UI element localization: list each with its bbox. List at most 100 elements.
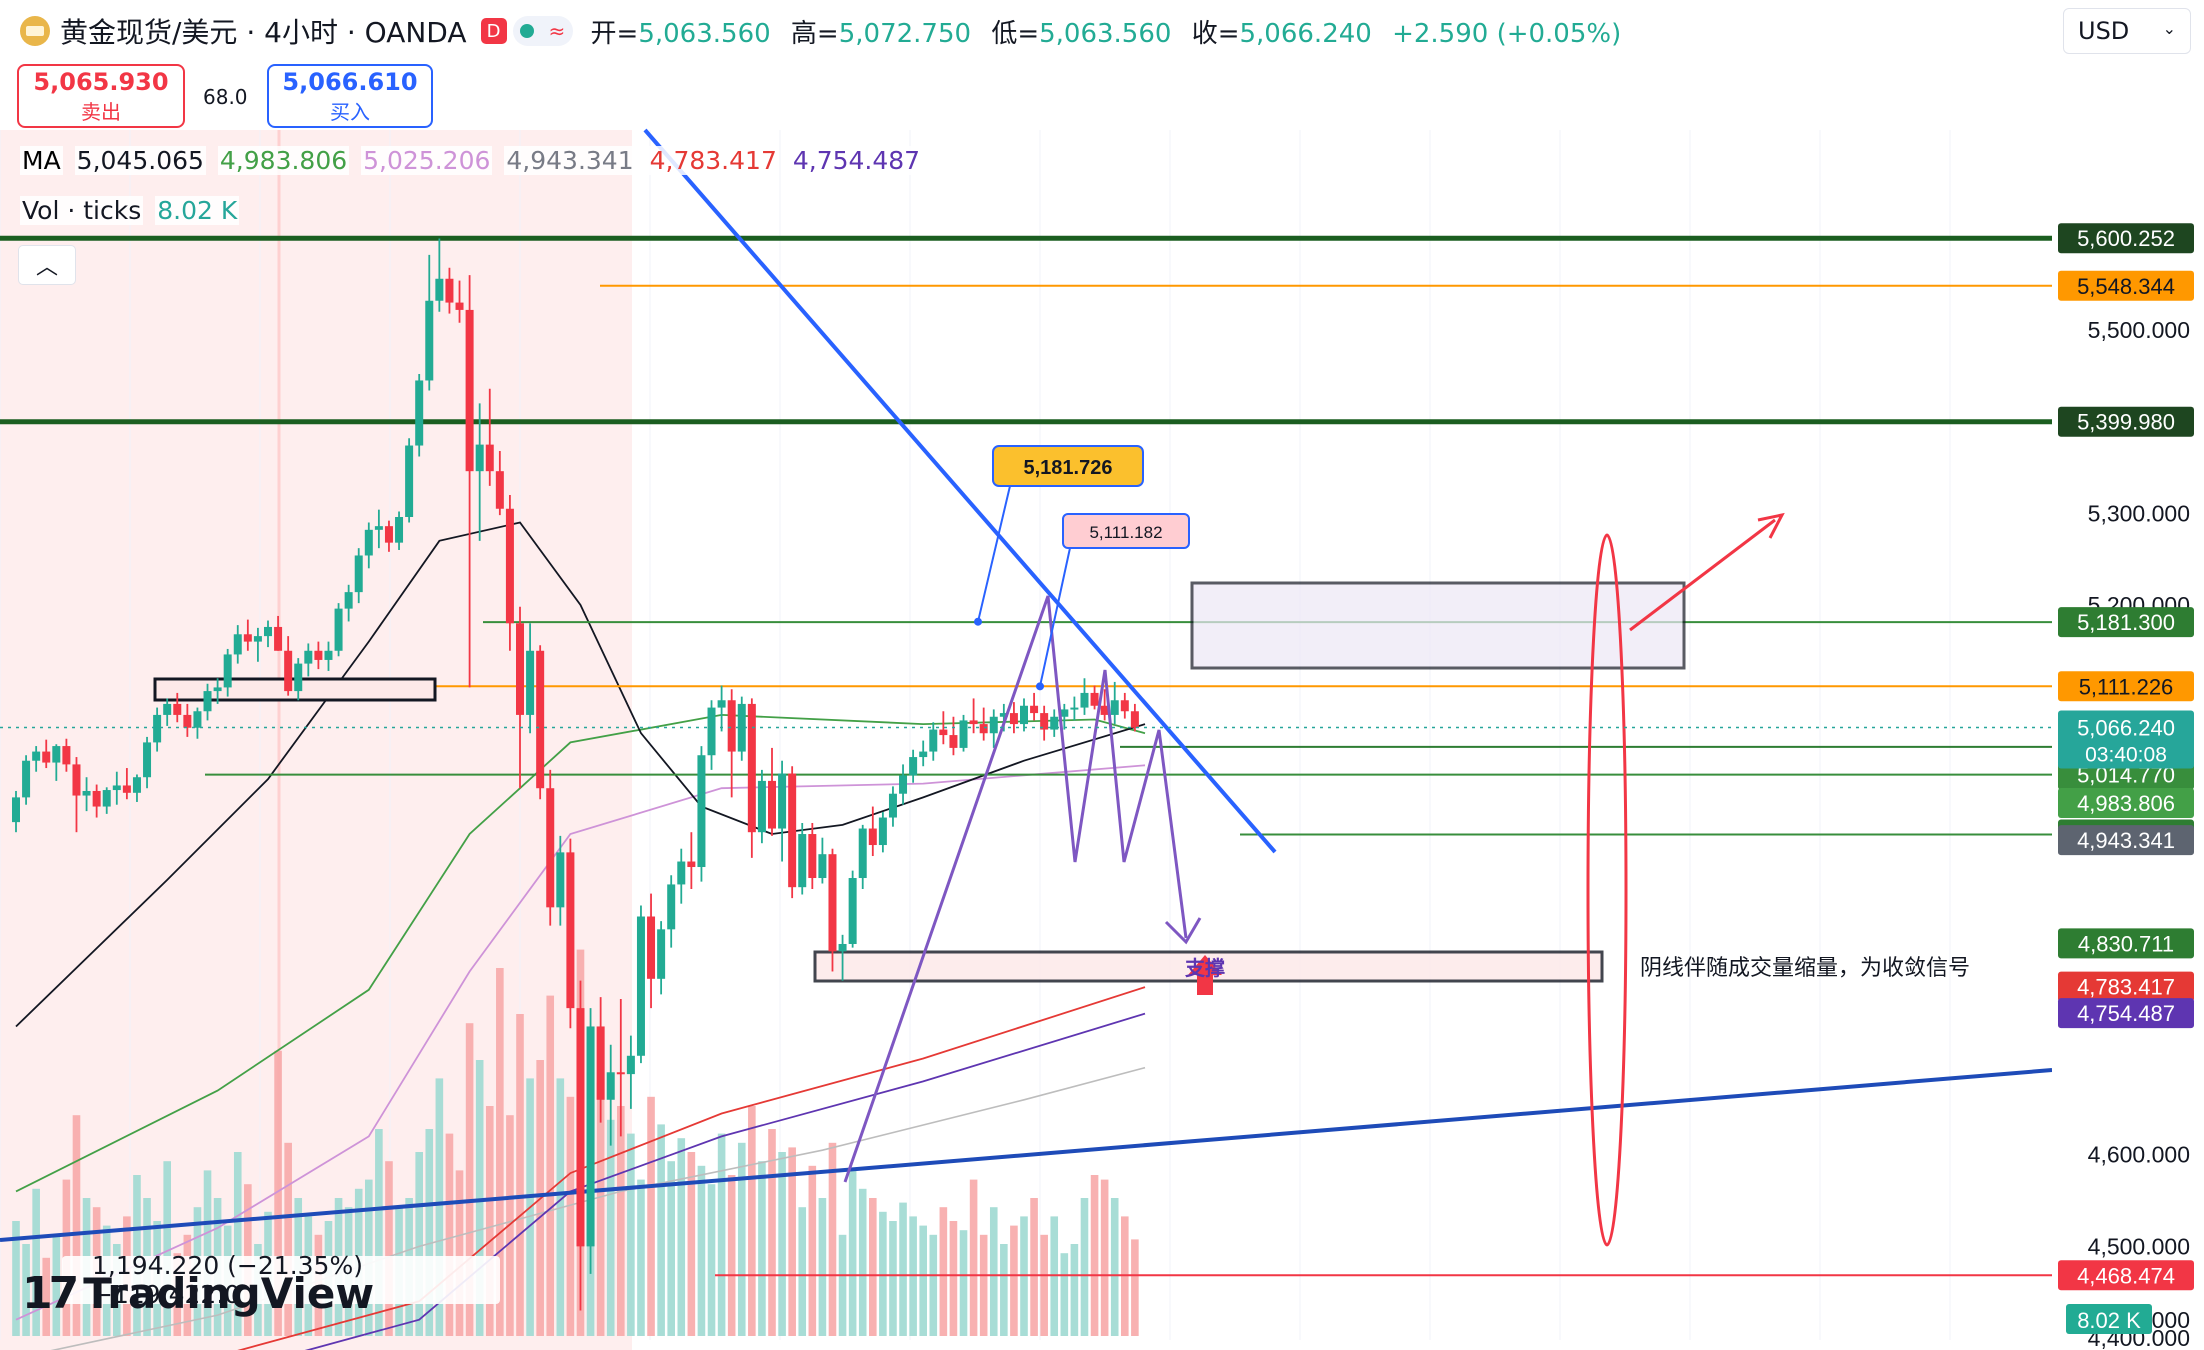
candle-body: [82, 790, 91, 796]
candle-body: [1040, 713, 1049, 730]
candle-body: [405, 445, 414, 517]
volume-bar: [758, 1161, 766, 1336]
buy-label: 买入: [330, 99, 370, 124]
y-tick-label: 5,300.000: [2088, 500, 2190, 526]
candle-body: [1100, 705, 1109, 715]
candle-body: [526, 650, 535, 715]
candle-body: [1080, 692, 1089, 708]
consolidation-box: [1190, 581, 1686, 670]
ma-legend[interactable]: MA 5,045.065 4,983.806 5,025.206 4,943.3…: [20, 146, 923, 175]
candle-body: [636, 916, 645, 1056]
volume-label: Vol · ticks: [20, 196, 144, 225]
candle-body: [1020, 705, 1028, 725]
callout-label: 5,181.726: [1024, 457, 1113, 479]
candle-body: [415, 380, 424, 446]
ma-curve-gray: [50, 1066, 1146, 1350]
volume-bar: [1131, 1239, 1139, 1336]
annotation-note: 阴线伴随成交量缩量，为收敛信号: [1640, 955, 1970, 980]
volume-bar: [385, 1161, 393, 1336]
volume-bar: [233, 1152, 242, 1336]
volume-bar: [1090, 1175, 1099, 1336]
currency-value: USD: [2078, 17, 2130, 45]
callout-box: [992, 445, 1144, 487]
volume-bar: [203, 1170, 212, 1336]
currency-select[interactable]: USD ⌄: [2063, 8, 2191, 54]
callout-leader: [1039, 547, 1071, 687]
volume-bar: [788, 1147, 796, 1336]
sell-price: 5,065.930: [33, 67, 169, 96]
candle-body: [556, 852, 565, 908]
tradingview-logo-icon: 17: [22, 1268, 79, 1319]
candle-body: [153, 714, 162, 743]
support-arrow-icon: [1188, 955, 1222, 995]
candle-body: [909, 757, 918, 776]
low-value: 5,063.560: [1039, 18, 1172, 49]
volume-bar: [22, 1244, 30, 1336]
candle-body: [717, 700, 726, 708]
candle-body: [455, 302, 464, 310]
spread-value: 68.0: [203, 85, 248, 109]
red-square-icon[interactable]: D: [480, 18, 507, 44]
volume-bar: [798, 1207, 807, 1336]
candle-body: [1110, 700, 1119, 715]
ma-curve-pink: [15, 764, 1146, 1321]
candle-body: [92, 790, 101, 807]
volume-bar: [485, 1106, 494, 1336]
candle-body: [586, 1026, 595, 1247]
volume-legend[interactable]: Vol · ticks 8.02 K: [20, 196, 240, 225]
candle-body: [949, 735, 958, 748]
volume-bar: [375, 1129, 383, 1336]
candle-body: [243, 634, 252, 642]
volume-bar: [606, 1119, 615, 1336]
candle-body: [193, 711, 202, 728]
y-tick-label: 5,500.000: [2088, 317, 2190, 343]
volume-bar: [415, 1152, 423, 1336]
volume-bar: [929, 1234, 938, 1336]
candle-body: [848, 878, 857, 944]
price-tag-bg: [2058, 671, 2194, 702]
volume-bar: [717, 1133, 726, 1336]
volume-bar: [1100, 1179, 1109, 1336]
candle-body: [143, 742, 152, 778]
candle-body: [102, 790, 111, 807]
volume-bar: [879, 1211, 887, 1336]
candle-body: [747, 703, 756, 833]
candle-body: [989, 716, 998, 734]
sell-button[interactable]: 5,065.930 卖出: [17, 64, 185, 128]
status-pills[interactable]: D ≈: [480, 16, 573, 46]
wave-icon: ≈: [548, 19, 566, 43]
price-tag: 4,468.474: [2077, 1263, 2175, 1288]
volume-bar: [969, 1179, 978, 1336]
last-price-tag: 5,066.240: [2077, 716, 2175, 741]
volume-bar: [496, 968, 504, 1336]
volume-bar: [566, 1096, 575, 1336]
buy-button[interactable]: 5,066.610 买入: [267, 64, 433, 128]
volume-bar: [677, 1138, 686, 1336]
candle-body: [969, 720, 978, 725]
tradingview-watermark[interactable]: 17 TradingView: [22, 1268, 374, 1319]
price-tag: 4,943.341: [2077, 828, 2175, 853]
candle-body: [1050, 716, 1059, 730]
candle-body: [274, 626, 283, 651]
candle-body: [808, 834, 817, 879]
collapse-legend-button[interactable]: ︿: [18, 245, 76, 285]
candle-body: [374, 526, 383, 530]
symbol-title[interactable]: 黄金现货/美元 · 4小时 · OANDA: [0, 11, 467, 51]
volume-bar: [1080, 1198, 1089, 1336]
candle-body: [727, 700, 736, 752]
volume-bar: [1000, 1244, 1008, 1336]
volume-bar: [939, 1207, 948, 1336]
volume-bar: [828, 1142, 837, 1336]
candle-body: [1120, 700, 1129, 712]
volume-bar: [838, 1234, 847, 1336]
volume-bar: [869, 1198, 877, 1336]
candle-body: [445, 278, 454, 303]
candle-body: [798, 834, 807, 888]
market-status[interactable]: ≈: [512, 16, 573, 46]
candle-body: [304, 650, 313, 664]
candle-body: [687, 861, 696, 868]
callout-label: 5,111.182: [1089, 523, 1162, 542]
candle-body: [264, 626, 272, 637]
candle-body: [22, 760, 31, 798]
